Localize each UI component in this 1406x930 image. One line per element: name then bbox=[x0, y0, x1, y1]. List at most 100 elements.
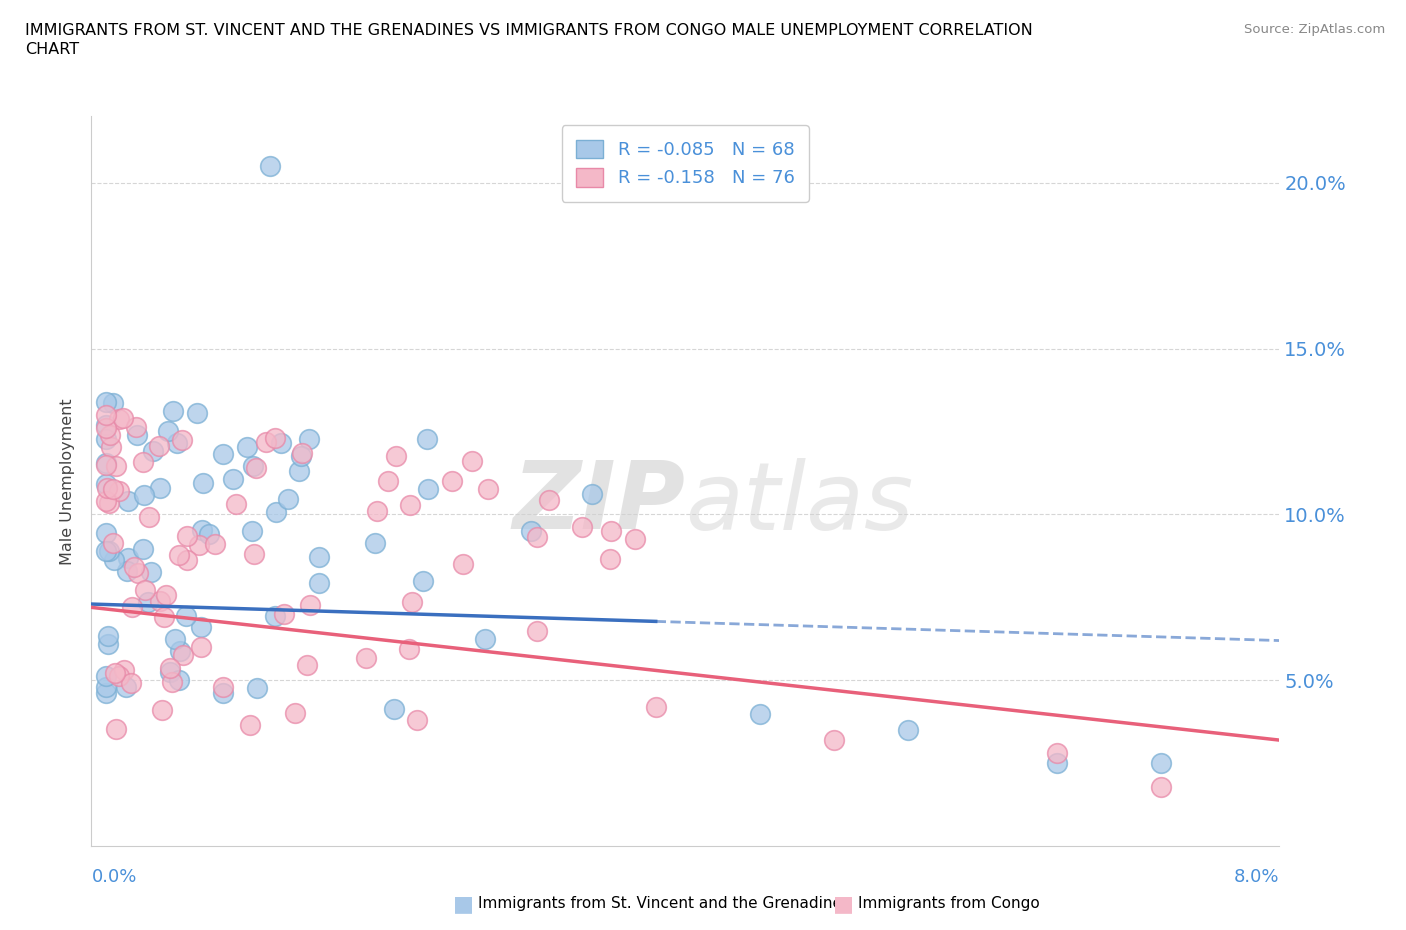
Text: Immigrants from Congo: Immigrants from Congo bbox=[858, 897, 1039, 911]
Point bbox=[273, 606, 295, 621]
Point bbox=[538, 492, 561, 507]
Point bbox=[212, 686, 235, 701]
Point bbox=[264, 431, 287, 445]
Point bbox=[98, 496, 121, 511]
Point bbox=[461, 454, 484, 469]
Point bbox=[149, 481, 172, 496]
Point bbox=[581, 486, 603, 501]
Point bbox=[96, 685, 118, 700]
Y-axis label: Male Unemployment: Male Unemployment bbox=[60, 398, 76, 565]
Point bbox=[104, 665, 127, 680]
Point bbox=[166, 435, 188, 450]
Point bbox=[97, 629, 120, 644]
Point bbox=[96, 432, 118, 446]
Point bbox=[108, 669, 131, 684]
Point bbox=[204, 537, 226, 551]
Point bbox=[264, 608, 287, 623]
Text: atlas: atlas bbox=[685, 458, 914, 549]
Point bbox=[96, 458, 118, 472]
Point bbox=[526, 623, 548, 638]
Point bbox=[1046, 746, 1069, 761]
Point bbox=[187, 538, 209, 552]
Point bbox=[125, 419, 148, 434]
Point bbox=[1149, 779, 1171, 794]
Point bbox=[308, 549, 330, 564]
Point bbox=[142, 444, 165, 458]
Point bbox=[254, 435, 277, 450]
Point bbox=[412, 573, 434, 588]
Point bbox=[246, 681, 269, 696]
Point bbox=[270, 435, 292, 450]
Point bbox=[115, 680, 138, 695]
Point bbox=[105, 722, 128, 737]
Text: Source: ZipAtlas.com: Source: ZipAtlas.com bbox=[1244, 23, 1385, 36]
Point bbox=[242, 458, 264, 473]
Point bbox=[624, 531, 647, 546]
Point bbox=[111, 410, 134, 425]
Text: IMMIGRANTS FROM ST. VINCENT AND THE GRENADINES VS IMMIGRANTS FROM CONGO MALE UNE: IMMIGRANTS FROM ST. VINCENT AND THE GREN… bbox=[25, 23, 1033, 38]
Point bbox=[191, 523, 214, 538]
Point bbox=[239, 718, 262, 733]
Point bbox=[284, 705, 307, 720]
Point bbox=[101, 536, 124, 551]
Point bbox=[416, 482, 439, 497]
Point bbox=[132, 542, 155, 557]
Point bbox=[117, 551, 139, 565]
Point bbox=[243, 547, 266, 562]
Point bbox=[152, 609, 174, 624]
Point bbox=[167, 672, 190, 687]
Point bbox=[198, 526, 221, 541]
Point bbox=[366, 504, 388, 519]
Point bbox=[222, 472, 245, 486]
Point bbox=[398, 642, 420, 657]
Point bbox=[288, 464, 311, 479]
Point bbox=[212, 446, 235, 461]
Point bbox=[571, 520, 593, 535]
Point bbox=[644, 699, 666, 714]
Text: CHART: CHART bbox=[25, 42, 79, 57]
Point bbox=[108, 484, 131, 498]
Point bbox=[100, 440, 122, 455]
Text: 8.0%: 8.0% bbox=[1234, 869, 1279, 886]
Point bbox=[297, 658, 319, 672]
Point bbox=[382, 701, 405, 716]
Point bbox=[416, 432, 439, 446]
Point bbox=[240, 524, 263, 538]
Point bbox=[172, 432, 194, 447]
Point bbox=[259, 159, 281, 174]
Point bbox=[1149, 756, 1171, 771]
Point bbox=[748, 706, 770, 721]
Point bbox=[127, 566, 149, 581]
Point bbox=[156, 423, 179, 438]
Point bbox=[519, 523, 541, 538]
Point bbox=[477, 482, 499, 497]
Point bbox=[127, 428, 149, 443]
Text: ■: ■ bbox=[454, 894, 474, 914]
Point bbox=[96, 544, 118, 559]
Point bbox=[96, 477, 118, 492]
Point bbox=[96, 637, 118, 652]
Point bbox=[96, 680, 118, 695]
Text: ■: ■ bbox=[834, 894, 853, 914]
Point bbox=[266, 504, 288, 519]
Point bbox=[308, 576, 330, 591]
Point bbox=[599, 551, 621, 566]
Point bbox=[159, 660, 181, 675]
Point bbox=[600, 524, 623, 538]
Point bbox=[167, 548, 190, 563]
Point bbox=[96, 480, 118, 495]
Point bbox=[172, 647, 194, 662]
Point bbox=[150, 703, 173, 718]
Point bbox=[134, 582, 156, 597]
Point bbox=[451, 557, 474, 572]
Point bbox=[148, 438, 170, 453]
Point bbox=[405, 712, 427, 727]
Point bbox=[474, 631, 496, 646]
Point bbox=[190, 619, 212, 634]
Point bbox=[190, 640, 212, 655]
Point bbox=[823, 733, 845, 748]
Point bbox=[176, 552, 198, 567]
Point bbox=[277, 491, 299, 506]
Point bbox=[245, 460, 267, 475]
Point bbox=[236, 439, 259, 454]
